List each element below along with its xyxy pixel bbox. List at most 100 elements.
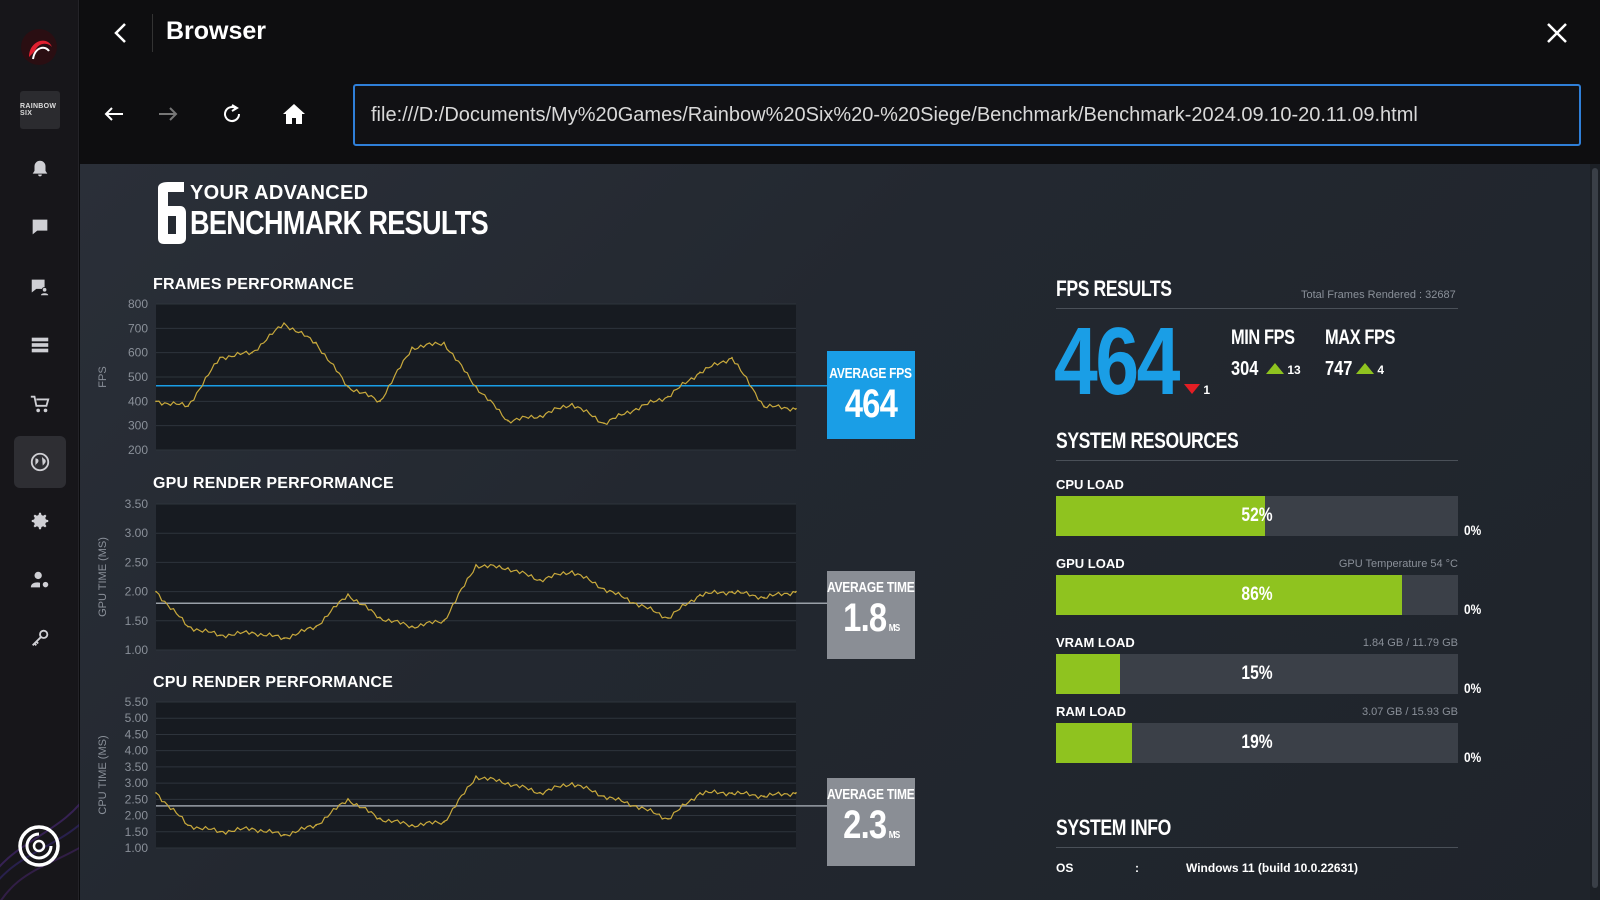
data-point — [507, 420, 509, 422]
data-point — [283, 322, 285, 325]
data-point — [155, 792, 157, 794]
data-point — [699, 371, 701, 373]
data-point — [475, 385, 477, 388]
arrow-right-icon — [159, 107, 178, 121]
y-tick-label: 4.50 — [125, 727, 149, 741]
cpu-average-unit: MS — [888, 830, 900, 841]
data-point — [635, 407, 637, 410]
system-resources-divider — [1056, 460, 1458, 461]
y-tick-label: 400 — [128, 394, 148, 408]
url-text: file:///D:/Documents/My%20Games/Rainbow%… — [371, 103, 1418, 126]
average-fps-value: 464 — [844, 381, 898, 426]
data-point — [443, 342, 445, 344]
gpu-load-fill — [1056, 575, 1402, 615]
url-field[interactable]: file:///D:/Documents/My%20Games/Rainbow%… — [353, 84, 1581, 146]
data-point — [411, 625, 413, 628]
sidebar-item-settings[interactable] — [14, 495, 66, 547]
min-fps-delta-value: 13 — [1287, 363, 1301, 377]
friends-chat-icon — [31, 279, 49, 296]
data-point — [507, 567, 509, 570]
y-tick-label: 300 — [128, 419, 148, 433]
fps-average-big: 464 — [1054, 308, 1180, 415]
gpu-temperature-text: GPU Temperature 54 °C — [1338, 558, 1458, 570]
data-point — [219, 356, 221, 359]
app-logo-icon[interactable] — [19, 27, 59, 67]
fps-average-delta: 1 — [1184, 383, 1210, 397]
reload-button[interactable] — [214, 96, 250, 132]
y-tick-label: 3.50 — [125, 760, 149, 774]
system-info-title: SYSTEM INFO — [1056, 815, 1171, 840]
sidebar-item-account[interactable] — [14, 554, 66, 606]
data-point — [795, 407, 797, 410]
data-point — [315, 824, 317, 827]
sidebar-item-notifications[interactable] — [14, 143, 66, 195]
data-point — [443, 620, 445, 622]
plot-background — [156, 504, 796, 650]
gpu-load-pct-wrap: 86% — [1056, 575, 1458, 615]
gpu-average-box: AVERAGE TIME 1.8 MS — [827, 571, 915, 659]
arrow-left-icon — [104, 107, 123, 121]
y-tick-label: 3.00 — [125, 776, 149, 790]
scrollbar-thumb[interactable] — [1592, 168, 1598, 888]
y-tick-label: 1.00 — [125, 841, 149, 855]
nav-forward-button[interactable] — [150, 96, 186, 132]
scrollbar[interactable] — [1590, 164, 1600, 900]
data-point — [603, 587, 605, 590]
y-tick-label: 200 — [128, 443, 148, 457]
y-tick-label: 2.50 — [125, 555, 149, 569]
game-tile[interactable]: RAINBOW SIX — [20, 91, 60, 129]
cpu-average-value-wrap: 2.3 MS — [843, 803, 900, 858]
sidebar: RAINBOW SIX — [0, 0, 79, 900]
average-fps-label: AVERAGE FPS — [829, 364, 913, 382]
home-button[interactable] — [276, 96, 312, 132]
gpu-average-value-wrap: 1.8 MS — [843, 596, 900, 651]
data-point — [219, 634, 221, 637]
chart-svg: 5.50 5.00 4.50 4.00 3.50 3.00 2.50 2.00 1.50 1.00… — [97, 695, 827, 855]
sidebar-item-library[interactable] — [14, 319, 66, 371]
back-button[interactable] — [106, 18, 136, 48]
y-tick-label: 800 — [128, 297, 148, 311]
ubisoft-logo-icon[interactable] — [17, 824, 61, 868]
reload-icon — [224, 104, 241, 123]
data-point — [539, 415, 541, 417]
title-separator — [152, 14, 153, 52]
data-point — [187, 625, 189, 628]
data-point — [251, 827, 253, 830]
sidebar-item-friends[interactable] — [14, 261, 66, 313]
data-point — [251, 351, 253, 354]
data-point — [635, 602, 637, 605]
data-point — [571, 782, 573, 784]
bell-icon — [32, 160, 48, 177]
chevron-left-icon — [114, 23, 126, 43]
sidebar-item-store[interactable] — [14, 378, 66, 430]
cart-icon — [30, 395, 50, 413]
gpu-load-label: GPU LOAD — [1056, 556, 1125, 571]
data-point — [571, 570, 573, 572]
data-point — [475, 564, 477, 567]
data-point — [603, 795, 605, 797]
data-point — [667, 617, 669, 619]
ram-load-label: RAM LOAD — [1056, 704, 1127, 719]
sidebar-item-browser[interactable] — [14, 436, 66, 488]
system-resources-title: SYSTEM RESOURCES — [1056, 428, 1239, 453]
close-button[interactable] — [1542, 18, 1572, 48]
gpu-load-bar: 86% — [1056, 575, 1458, 615]
nav-back-button[interactable] — [96, 96, 132, 132]
sidebar-item-chat[interactable] — [14, 201, 66, 253]
cpu-average-box: AVERAGE TIME 2.3 MS — [827, 778, 915, 866]
y-tick-label: 2.00 — [125, 809, 149, 823]
ram-load-fill — [1056, 723, 1133, 763]
ram-load-zero: 0% — [1464, 749, 1482, 765]
data-point — [251, 631, 253, 634]
max-fps-label: MAX FPS — [1325, 326, 1396, 349]
y-axis-title: CPU TIME (MS) — [97, 735, 109, 814]
close-icon — [1547, 23, 1567, 43]
browser-nav-bar: file:///D:/Documents/My%20Games/Rainbow%… — [80, 66, 1600, 164]
y-tick-label: 3.00 — [125, 526, 149, 540]
gpu-average-unit: MS — [888, 623, 900, 634]
chat-bubble-icon — [32, 219, 48, 235]
fps-results-title: FPS RESULTS — [1056, 276, 1172, 301]
sidebar-item-keys[interactable] — [14, 612, 66, 664]
data-point — [763, 596, 765, 599]
ram-load-bar: 19% — [1056, 723, 1458, 763]
